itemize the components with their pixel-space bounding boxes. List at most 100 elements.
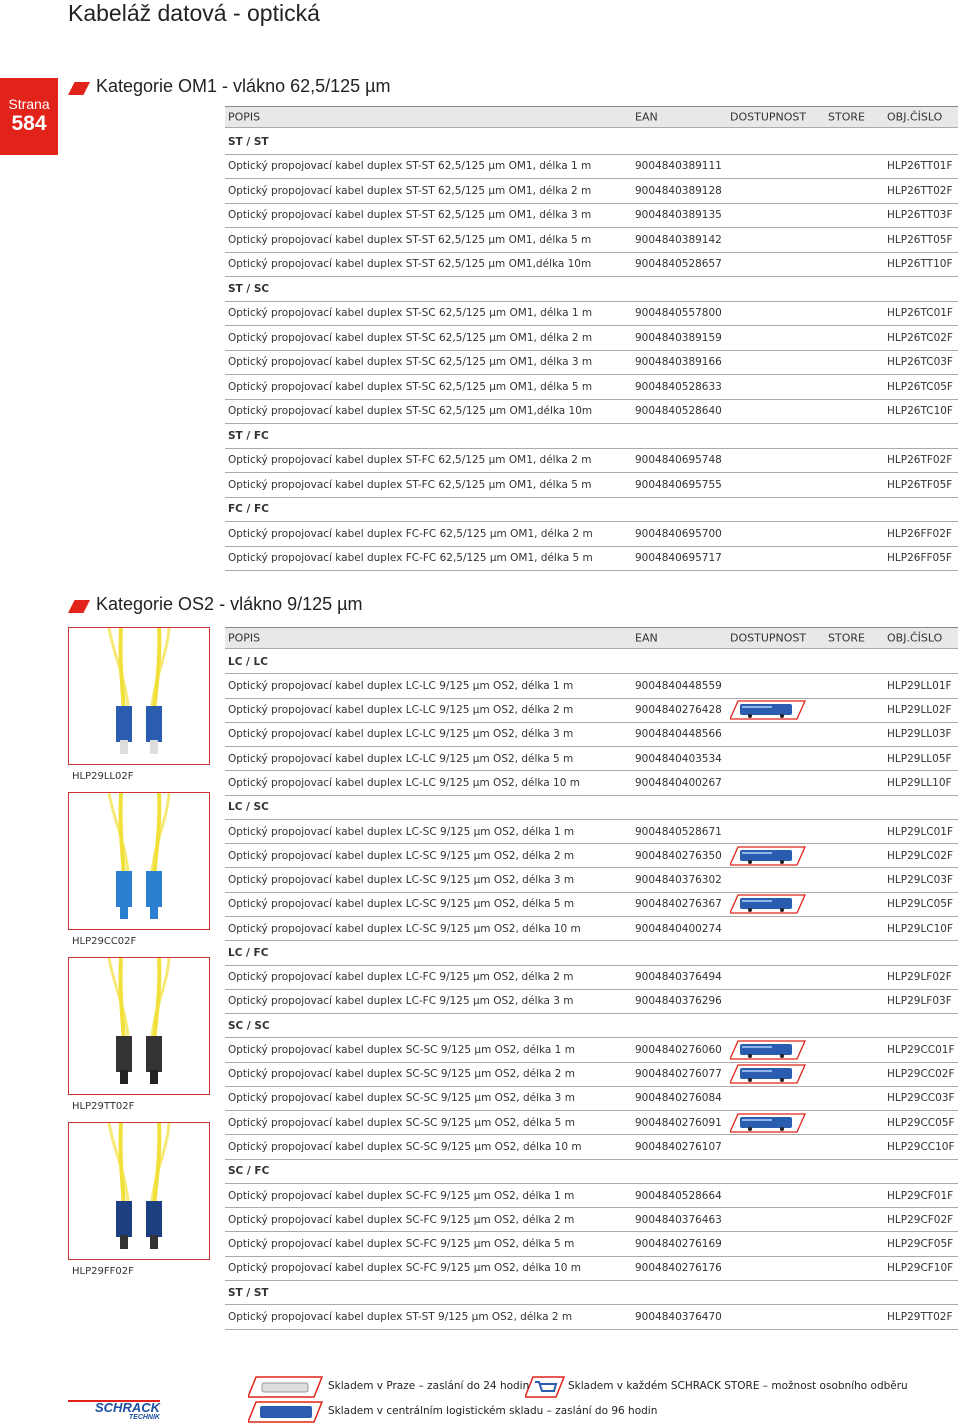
product-row: Optický propojovací kabel duplex ST-ST 6…: [225, 228, 958, 253]
section-marker: [68, 600, 90, 613]
availability: [728, 1064, 807, 1084]
group-row: FC / FC: [225, 498, 958, 522]
ean: 9004840557800: [635, 307, 722, 320]
product-row: Optický propojovací kabel duplex SC-SC 9…: [225, 1111, 958, 1136]
order-number: HLP29TT02F: [887, 1310, 953, 1323]
product-row: Optický propojovací kabel duplex SC-SC 9…: [225, 1135, 958, 1160]
store-icon: [525, 1376, 565, 1398]
order-number: HLP26TT10F: [887, 258, 953, 271]
product-row: Optický propojovací kabel duplex LC-FC 9…: [225, 990, 958, 1015]
product-row: Optický propojovací kabel duplex LC-LC 9…: [225, 771, 958, 796]
ean: 9004840695717: [635, 552, 722, 565]
description: Optický propojovací kabel duplex SC-FC 9…: [228, 1189, 575, 1202]
order-number: HLP29CC10F: [887, 1141, 955, 1154]
order-number: HLP26TT03F: [887, 209, 953, 222]
ean: 9004840448559: [635, 679, 722, 692]
image-label: HLP29FF02F: [72, 1266, 134, 1277]
ean: 9004840400274: [635, 922, 722, 935]
group-row: ST / ST: [225, 1281, 958, 1306]
order-number: HLP29CF05F: [887, 1238, 954, 1251]
product-row: Optický propojovací kabel duplex FC-FC 6…: [225, 547, 958, 571]
order-number: HLP29CC05F: [887, 1116, 955, 1129]
group-name: ST / FC: [228, 429, 269, 442]
ean: 9004840528633: [635, 380, 722, 393]
description: Optický propojovací kabel duplex ST-FC 6…: [228, 478, 592, 491]
order-number: HLP26TT01F: [887, 160, 953, 173]
section-title: Kategorie OM1 - vlákno 62,5/125 µm: [96, 76, 391, 96]
description: Optický propojovací kabel duplex ST-ST 6…: [228, 160, 592, 173]
product-row: Optický propojovací kabel duplex FC-FC 6…: [225, 522, 958, 547]
table-header: POPIS EAN DOSTUPNOST STORE OBJ.ČÍSLO: [225, 106, 958, 128]
description: Optický propojovací kabel duplex ST-ST 6…: [228, 209, 592, 222]
order-number: HLP29LC05F: [887, 898, 954, 911]
ean: 9004840389142: [635, 233, 722, 246]
description: Optický propojovací kabel duplex LC-SC 9…: [228, 874, 575, 887]
availability: [728, 1040, 807, 1060]
description: Optický propojovací kabel duplex SC-FC 9…: [228, 1213, 575, 1226]
ean: 9004840528671: [635, 825, 722, 838]
legend-text: Skladem v centrálním logistickém skladu …: [328, 1405, 658, 1417]
order-number: HLP29LC03F: [887, 874, 954, 887]
ean: 9004840389128: [635, 184, 722, 197]
group-name: LC / SC: [228, 801, 269, 814]
description: Optický propojovací kabel duplex LC-SC 9…: [228, 849, 575, 862]
description: Optický propojovací kabel duplex LC-LC 9…: [228, 704, 574, 717]
ean: 9004840276060: [635, 1043, 722, 1056]
group-name: LC / FC: [228, 946, 269, 959]
logo-name: SCHRACK: [95, 1400, 160, 1415]
ean: 9004840276428: [635, 704, 722, 717]
order-number: HLP29CF01F: [887, 1189, 954, 1202]
order-number: HLP26TC01F: [887, 307, 953, 320]
description: Optický propojovací kabel duplex ST-ST 6…: [228, 233, 592, 246]
description: Optický propojovací kabel duplex FC-FC 6…: [228, 552, 593, 565]
cable-drawing: [107, 627, 171, 754]
ean: 9004840389111: [635, 160, 722, 173]
availability: [728, 1113, 807, 1133]
order-number: HLP26TT05F: [887, 233, 953, 246]
group-row: LC / FC: [225, 941, 958, 966]
column-header: DOSTUPNOST: [730, 631, 807, 645]
order-number: HLP29LC02F: [887, 849, 954, 862]
description: Optický propojovací kabel duplex LC-LC 9…: [228, 752, 574, 765]
order-number: HLP29CF10F: [887, 1262, 954, 1275]
product-row: Optický propojovací kabel duplex ST-FC 6…: [225, 449, 958, 473]
order-number: HLP26TF02F: [887, 454, 953, 467]
order-number: HLP26TC10F: [887, 405, 953, 418]
product-row: Optický propojovací kabel duplex ST-ST 6…: [225, 204, 958, 228]
ean: 9004840376463: [635, 1213, 722, 1226]
group-name: FC / FC: [228, 503, 269, 516]
group-row: LC / LC: [225, 650, 958, 675]
description: Optický propojovací kabel duplex ST-ST 6…: [228, 258, 592, 271]
description: Optický propojovací kabel duplex SC-SC 9…: [228, 1116, 575, 1129]
order-number: HLP29LL05F: [887, 752, 952, 765]
product-row: Optický propojovací kabel duplex LC-SC 9…: [225, 820, 958, 845]
page-title: Kabeláž datová - optická: [68, 0, 320, 26]
product-row: Optický propojovací kabel duplex SC-FC 9…: [225, 1257, 958, 1282]
description: Optický propojovací kabel duplex SC-SC 9…: [228, 1092, 575, 1105]
description: Optický propojovací kabel duplex ST-ST 9…: [228, 1310, 573, 1323]
ean: 9004840528640: [635, 405, 722, 418]
group-name: ST / ST: [228, 135, 269, 148]
product-row: Optický propojovací kabel duplex ST-SC 6…: [225, 326, 958, 351]
legend-text: Skladem v Praze – zaslání do 24 hodin: [328, 1380, 530, 1392]
ean: 9004840276350: [635, 849, 722, 862]
column-header: POPIS: [228, 631, 261, 645]
description: Optický propojovací kabel duplex LC-SC 9…: [228, 922, 581, 935]
group-row: ST / FC: [225, 424, 958, 449]
order-number: HLP29LL10F: [887, 776, 952, 789]
column-header: STORE: [828, 110, 865, 124]
description: Optický propojovací kabel duplex SC-FC 9…: [228, 1238, 575, 1251]
description: Optický propojovací kabel duplex SC-SC 9…: [228, 1141, 582, 1154]
order-number: HLP26TT02F: [887, 184, 953, 197]
product-row: Optický propojovací kabel duplex ST-ST 6…: [225, 179, 958, 204]
ean: 9004840448566: [635, 728, 722, 741]
ean: 9004840376296: [635, 995, 722, 1008]
ean: 9004840695755: [635, 478, 722, 491]
ean: 9004840376470: [635, 1310, 722, 1323]
description: Optický propojovací kabel duplex LC-LC 9…: [228, 728, 574, 741]
truck-icon: [728, 1064, 807, 1084]
order-number: HLP29CF02F: [887, 1213, 954, 1226]
logo-sub: TECHNIK: [128, 1414, 160, 1421]
column-header: OBJ.ČÍSLO: [887, 631, 943, 645]
